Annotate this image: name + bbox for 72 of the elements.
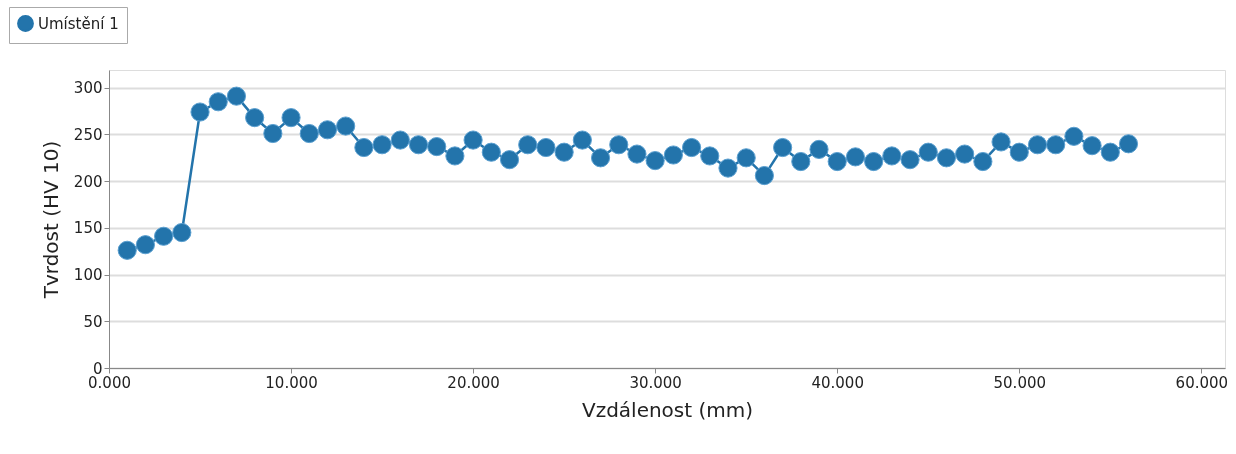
point [372,135,392,155]
y-tick-label: 50 [83,312,103,331]
y-tick-label: 150 [73,219,103,238]
point [536,137,556,158]
point [518,135,538,155]
point [1046,135,1066,155]
point [681,137,702,158]
x-tick-label: 60.000 [1175,373,1229,392]
point [736,148,756,168]
point [845,147,866,167]
point [864,151,884,172]
point [936,148,957,168]
legend-label: Umístění 1 [38,14,119,33]
x-tick-label: 10.000 [265,373,318,392]
x-tick-label: 50.000 [993,373,1047,392]
point [190,102,210,122]
point [299,123,319,144]
point [208,92,228,112]
x-tick-label: 30.000 [629,373,682,392]
y-tick-label: 100 [73,266,103,285]
point [226,86,247,106]
point [700,146,720,166]
point [281,108,301,128]
point [336,116,356,136]
point [481,142,501,162]
point [1064,126,1084,146]
y-axis-title: Tvrdost (HV 10) [38,140,63,300]
point [1118,134,1139,154]
y-tick-label: 250 [73,125,103,144]
point [973,151,993,172]
point [809,139,829,159]
point [1009,142,1029,162]
point [918,142,938,162]
point [827,151,847,172]
point [718,158,738,178]
point [463,130,483,150]
point [408,135,429,155]
point [609,135,629,155]
point [427,137,447,157]
point [1100,142,1120,162]
point [154,226,174,246]
point [955,144,975,164]
point [554,142,574,162]
point [354,137,374,158]
point [172,222,192,243]
x-axis-title: Vzdálenost (mm) [581,397,754,422]
x-tick-label: 20.000 [447,373,500,392]
point [263,123,283,144]
point [499,150,520,170]
x-tick-label: 40.000 [811,373,864,392]
point [390,130,410,150]
point [627,144,647,164]
point [1082,136,1102,156]
point [645,151,665,171]
point [135,235,155,255]
point [245,108,265,128]
point [317,120,338,140]
point [900,150,920,170]
point [590,148,611,168]
point [991,132,1011,152]
point [117,240,137,260]
point [572,130,592,150]
point [791,151,811,172]
point [773,137,793,158]
point [663,145,683,165]
y-tick-label: 200 [73,172,103,191]
point [754,166,774,186]
point [1027,135,1048,155]
point [882,146,902,166]
point [445,146,465,166]
y-tick-label: 300 [73,79,103,98]
x-tick-label: 0.000 [88,373,131,392]
